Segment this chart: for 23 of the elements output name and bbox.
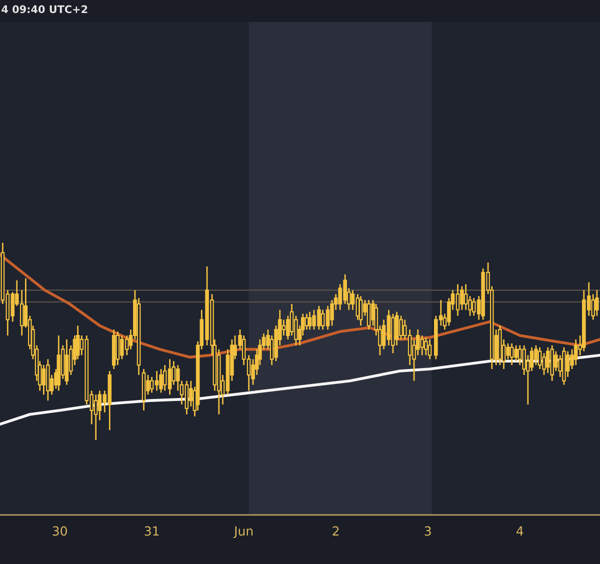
x-tick-label: 3 <box>424 526 431 536</box>
candlestick <box>159 368 163 394</box>
x-tick-label: 30 <box>52 526 67 536</box>
x-tick-label: 4 <box>516 526 524 536</box>
x-tick-label: Jun <box>233 526 253 538</box>
candlestick <box>518 344 522 366</box>
candlestick <box>558 354 562 378</box>
candlestick <box>574 338 578 366</box>
candlestick <box>538 346 542 370</box>
x-tick-label: 31 <box>144 526 159 536</box>
candlestick <box>546 346 550 374</box>
candlestick <box>282 319 286 336</box>
candlestick <box>595 289 599 316</box>
candlestick <box>510 342 514 366</box>
x-tick-label: 2 <box>332 526 339 536</box>
text: 4 09:40 UTC+2 <box>2 5 88 14</box>
candlestick <box>116 330 120 366</box>
candlestick <box>514 344 518 362</box>
candlestick <box>506 342 510 360</box>
candlestick <box>42 364 46 396</box>
candlestick <box>566 350 570 378</box>
candlestick <box>290 303 294 336</box>
candlestick <box>464 284 468 311</box>
